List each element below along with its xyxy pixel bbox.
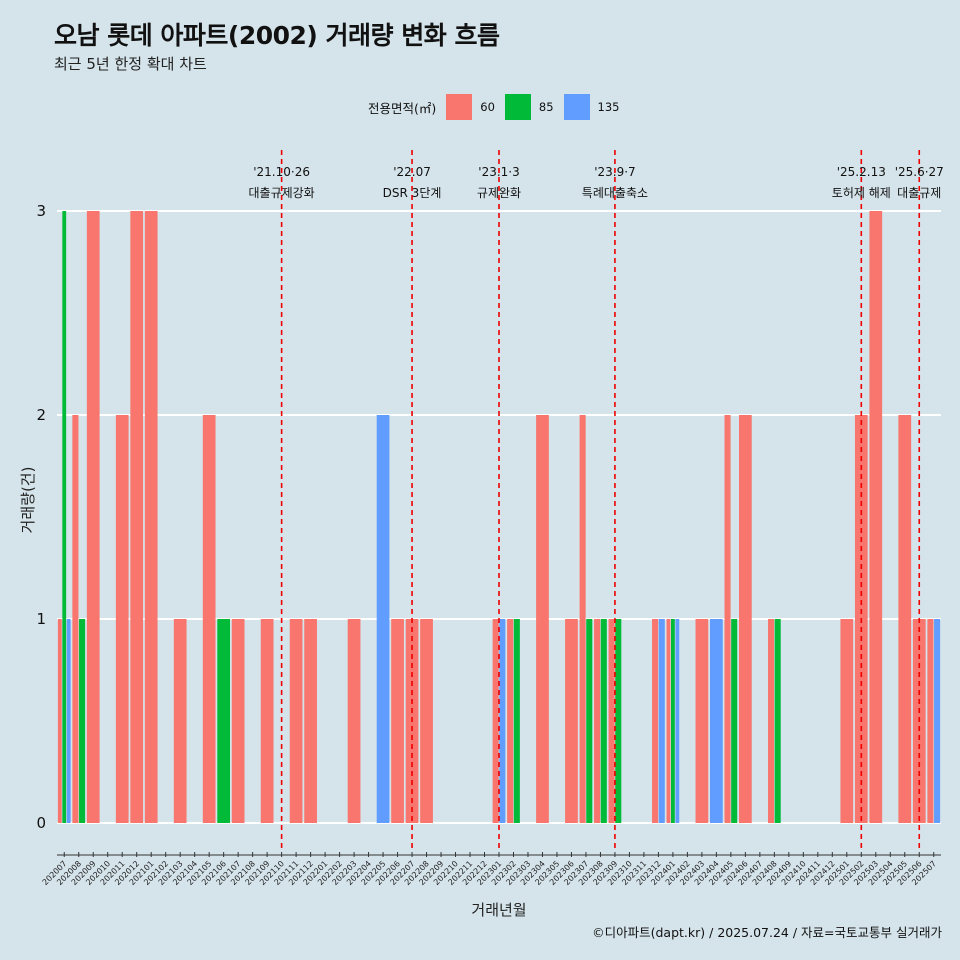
bar-202404-135 bbox=[710, 619, 723, 823]
bar-202301-60 bbox=[492, 619, 499, 823]
bar-202403-60 bbox=[695, 619, 709, 823]
chart-legend: 전용면적(㎡) 60 85 135 bbox=[368, 93, 630, 121]
bar-202507-135 bbox=[934, 619, 941, 823]
legend-item-135: 135 bbox=[563, 94, 620, 120]
event-date-6: '25.6·27 bbox=[895, 165, 944, 179]
bar-202309-60 bbox=[608, 619, 615, 823]
bar-202308-85 bbox=[600, 619, 607, 823]
chart-title: 오남 롯데 아파트(2002) 거래량 변화 흐름 bbox=[54, 21, 500, 50]
bar-202307-85 bbox=[586, 619, 593, 823]
y-tick-label-0: 0 bbox=[36, 814, 46, 832]
event-label-6: 대출규제 bbox=[897, 186, 941, 200]
bar-202007-135 bbox=[66, 619, 71, 823]
bar-202304-60 bbox=[536, 415, 549, 823]
bar-202203-60 bbox=[347, 619, 361, 823]
legend-item-60: 60 bbox=[446, 94, 495, 120]
bar-202007-85 bbox=[62, 211, 67, 823]
bar-202008-60 bbox=[72, 415, 79, 823]
bar-202012-60 bbox=[130, 211, 144, 823]
bar-202009-60 bbox=[86, 211, 100, 823]
bar-202501-60 bbox=[840, 619, 854, 823]
chart-subtitle: 최근 5년 한정 확대 차트 bbox=[54, 55, 207, 73]
y-tick-label-1: 1 bbox=[36, 610, 46, 628]
event-label-4: 특례대출축소 bbox=[582, 186, 648, 200]
y-axis-title: 거래량(건) bbox=[19, 467, 37, 534]
bar-202011-60 bbox=[115, 415, 129, 823]
bar-202408-85 bbox=[774, 619, 781, 823]
bar-202205-135 bbox=[376, 415, 390, 823]
event-date-3: '23.1·3 bbox=[478, 165, 519, 179]
bar-202401-85 bbox=[670, 619, 675, 823]
legend-label-85: 85 bbox=[538, 100, 554, 114]
bar-202308-60 bbox=[594, 619, 601, 823]
bar-202206-60 bbox=[391, 619, 404, 823]
event-label-1: 대출규제강화 bbox=[248, 186, 314, 200]
legend-label-60: 60 bbox=[480, 100, 495, 114]
legend-swatch-85 bbox=[504, 94, 531, 120]
bar-202405-85 bbox=[731, 619, 738, 823]
bar-202301-135 bbox=[499, 619, 506, 823]
bar-202507-60 bbox=[927, 619, 934, 823]
legend-label-135: 135 bbox=[597, 100, 620, 114]
bar-202312-60 bbox=[652, 619, 659, 823]
bar-202112-60 bbox=[304, 619, 317, 823]
bar-202107-60 bbox=[231, 619, 245, 823]
bar-202401-60 bbox=[666, 619, 671, 823]
bar-202408-60 bbox=[767, 619, 775, 823]
bar-202103-60 bbox=[173, 619, 187, 823]
bar-202503-60 bbox=[869, 211, 883, 823]
y-tick-label-3: 3 bbox=[36, 202, 46, 220]
event-label-5: 토허제 해제 bbox=[832, 186, 891, 200]
bar-202111-60 bbox=[289, 619, 303, 823]
bar-202302-85 bbox=[513, 619, 520, 823]
source-caption: ©디아파트(dapt.kr) / 2025.07.24 / 자료=국토교통부 실… bbox=[592, 925, 942, 940]
bar-202401-135 bbox=[675, 619, 680, 823]
bar-202208-60 bbox=[420, 619, 433, 823]
bar-202405-60 bbox=[724, 415, 731, 823]
event-label-2: DSR 3단계 bbox=[383, 186, 442, 200]
legend-item-85: 85 bbox=[504, 94, 554, 120]
bar-202105-60 bbox=[202, 415, 216, 823]
event-date-1: '21.10·26 bbox=[253, 165, 310, 179]
bar-202109-60 bbox=[260, 619, 274, 823]
bar-202106-85 bbox=[217, 619, 231, 823]
x-axis-title: 거래년월 bbox=[471, 901, 526, 919]
legend-swatch-135 bbox=[563, 94, 590, 120]
legend-swatch-60 bbox=[446, 94, 473, 120]
bar-202406-60 bbox=[738, 415, 752, 823]
bar-202309-85 bbox=[615, 619, 622, 823]
event-date-5: '25.2.13 bbox=[837, 165, 886, 179]
bar-202008-85 bbox=[79, 619, 86, 823]
legend-title: 전용면적(㎡) bbox=[368, 100, 437, 116]
event-date-4: '23.9·7 bbox=[594, 165, 635, 179]
bar-202101-60 bbox=[144, 211, 158, 823]
bar-202505-60 bbox=[898, 415, 912, 823]
bar-202007-60 bbox=[57, 619, 62, 823]
event-label-3: 규제완화 bbox=[477, 186, 521, 200]
event-date-2: '22.07 bbox=[393, 165, 431, 179]
bar-202312-135 bbox=[658, 619, 665, 823]
bar-202306-60 bbox=[565, 619, 578, 823]
bar-202302-60 bbox=[507, 619, 514, 823]
y-tick-label-2: 2 bbox=[36, 406, 46, 424]
bar-202307-60 bbox=[579, 415, 586, 823]
